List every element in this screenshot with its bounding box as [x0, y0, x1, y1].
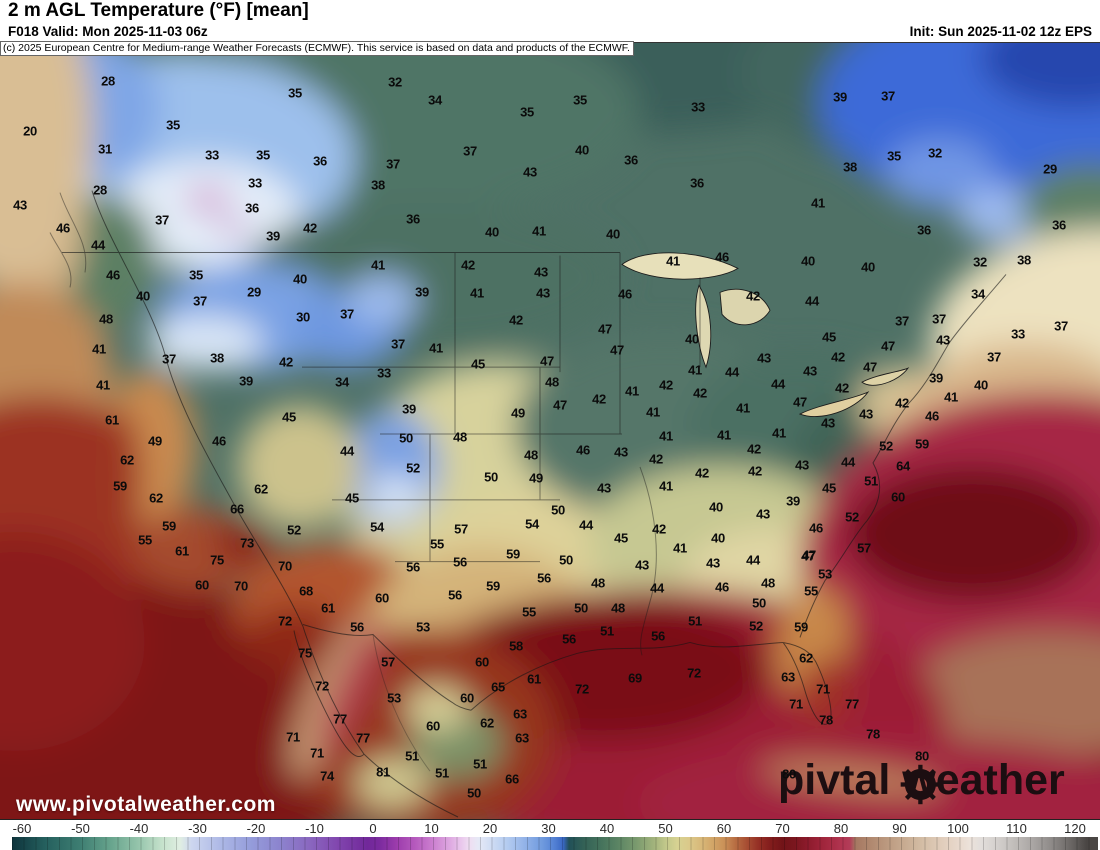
colorbar-tick-label: 100: [947, 821, 969, 836]
colorbar-tick-label: -20: [246, 821, 266, 836]
init-time-label: Init: Sun 2025-11-02 12z EPS: [909, 24, 1092, 39]
colorbar-tick-row: -60 -50 -40 -30 -20 -10 0 10 20 30 40 50 60 70 80 90 100…: [0, 820, 1100, 836]
colorbar-tick-label: 20: [482, 821, 498, 836]
colorbar-tick-label: 80: [833, 821, 849, 836]
colorbar-tick-label: 120: [1064, 821, 1086, 836]
header: 2 m AGL Temperature (°F) [mean] F018 Val…: [0, 0, 1100, 42]
logo-text-post: tal weather: [840, 756, 1065, 804]
page-title: 2 m AGL Temperature (°F) [mean]: [8, 0, 309, 21]
colorbar-tick-label: -10: [305, 821, 324, 836]
colorbar-tick-label: 90: [892, 821, 907, 836]
colorbar-tick-label: 10: [424, 821, 439, 836]
colorbar: -60 -50 -40 -30 -20 -10 0 10 20 30 40 50 60 70 80 90 100…: [0, 820, 1100, 850]
colorbar-tick-label: 60: [716, 821, 732, 836]
colorbar-tick-label: 40: [599, 821, 615, 836]
gear-icon: [900, 764, 941, 805]
colorbar-gradient: [12, 837, 1098, 850]
valid-time-label: F018 Valid: Mon 2025-11-03 06z: [8, 24, 208, 39]
colorbar-tick-label: 50: [658, 821, 673, 836]
colorbar-tick-label: -50: [71, 821, 90, 836]
colorbar-tick-label: -40: [129, 821, 149, 836]
colorbar-tick-label: 30: [541, 821, 556, 836]
colorbar-tick-label: 0: [369, 821, 377, 836]
site-watermark: www.pivotalweather.com: [16, 793, 276, 816]
map-canvas: www.pivotalweather.com piv tal weather: [0, 42, 1100, 820]
colorbar-tick-label: -60: [12, 821, 32, 836]
boundaries: [49, 190, 1007, 818]
colorbar-tick-label: 70: [775, 821, 790, 836]
great-lakes: [621, 252, 910, 418]
logo-text-pre: piv: [778, 756, 841, 804]
map-field: [0, 43, 1100, 819]
pivotal-weather-logo: piv tal weather: [778, 756, 1065, 805]
colorbar-tick-label: 110: [1006, 821, 1027, 836]
colorbar-tick-label: -30: [188, 821, 207, 836]
copyright-notice: (c) 2025 European Centre for Medium-rang…: [0, 41, 634, 56]
